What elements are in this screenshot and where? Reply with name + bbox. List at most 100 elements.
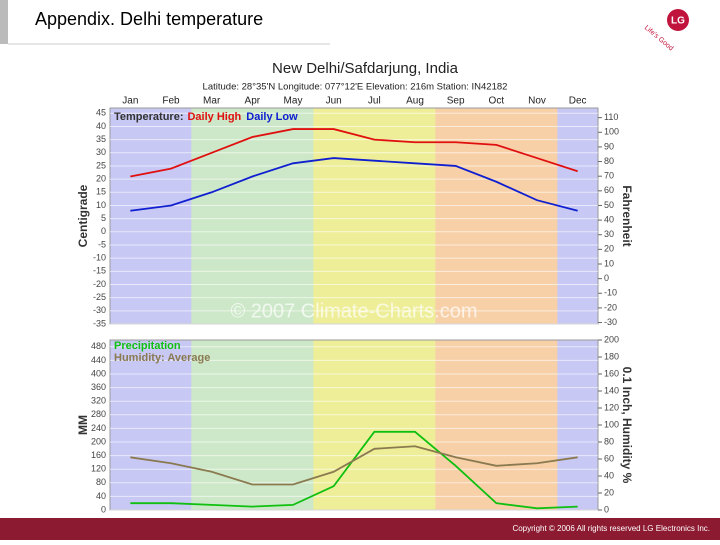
season-band [435, 340, 477, 510]
series-line [130, 430, 578, 510]
season-band [394, 108, 436, 324]
season-band [110, 340, 152, 510]
series-line [130, 128, 578, 178]
season-band [232, 340, 274, 510]
legend-entry: Daily High [187, 111, 241, 123]
y-tick-label: -25 [93, 292, 106, 302]
y2-tick-label: 100 [604, 419, 619, 429]
y-tick-label: 160 [91, 450, 106, 460]
y-tick-label: 5 [101, 213, 106, 223]
watermark: © 2007 Climate-Charts.com [230, 300, 477, 322]
slide-title: Appendix. Delhi temperature [35, 9, 263, 29]
y2-tick-label: 160 [604, 368, 619, 378]
season-band [191, 340, 233, 510]
y2-tick-label: -10 [604, 288, 617, 298]
y-tick-label: 120 [91, 464, 106, 474]
season-band [394, 340, 436, 510]
y-tick-label: 30 [96, 147, 106, 157]
y2-tick-label: 50 [604, 200, 614, 210]
figure-title: New Delhi/Safdarjung, India [272, 60, 459, 77]
y2-tick-label: -30 [604, 317, 617, 327]
y2-tick-label: 140 [604, 385, 619, 395]
figure-subtitle: Latitude: 28°35'N Longitude: 077°12'E El… [203, 82, 508, 93]
y-tick-label: -10 [93, 253, 106, 263]
x-tick-label: Jul [368, 96, 381, 107]
y-tick-label: 240 [91, 423, 106, 433]
y-tick-label: 35 [96, 134, 106, 144]
season-band [110, 108, 152, 324]
x-tick-label: Nov [528, 96, 546, 107]
y-tick-label: 360 [91, 382, 106, 392]
y2-tick-label: 40 [604, 470, 614, 480]
season-band [354, 108, 396, 324]
y2-tick-label: 90 [604, 141, 614, 151]
y2-tick-label: 80 [604, 156, 614, 166]
y2-tick-label: 40 [604, 214, 614, 224]
season-band [557, 340, 599, 510]
y-tick-label: 25 [96, 160, 106, 170]
x-tick-label: Sep [447, 96, 465, 107]
y2-tick-label: 60 [604, 185, 614, 195]
y2-tick-label: 120 [604, 402, 619, 412]
y-tick-label: 320 [91, 396, 106, 406]
y-tick-label: 10 [96, 200, 106, 210]
y-tick-label: -20 [93, 279, 106, 289]
y2-tick-label: -20 [604, 302, 617, 312]
y2-tick-label: 80 [604, 436, 614, 446]
y2-tick-label: 0 [604, 504, 609, 514]
y-axis-label: Centigrade [76, 184, 90, 247]
season-band [272, 108, 314, 324]
legend-title: Temperature: [114, 111, 183, 123]
logo-mark [667, 9, 689, 31]
season-band [516, 340, 558, 510]
y2-tick-label: 70 [604, 171, 614, 181]
y-tick-label: -35 [93, 318, 106, 328]
series-line [130, 445, 578, 486]
y2-tick-label: 20 [604, 487, 614, 497]
y-tick-label: 80 [96, 477, 106, 487]
season-band [191, 108, 233, 324]
x-tick-label: Aug [406, 96, 424, 107]
legend-entry: Daily Low [246, 111, 298, 123]
y-tick-label: 40 [96, 121, 106, 131]
legend-entry: Precipitation [114, 340, 181, 352]
y2-tick-label: 110 [604, 112, 618, 122]
y2-tick-label: 30 [604, 229, 614, 239]
y-tick-label: 0 [101, 504, 106, 514]
y-tick-label: 45 [96, 108, 106, 118]
season-band [313, 340, 355, 510]
y2-axis-label: 0.1 Inch, Humidity % [620, 367, 634, 484]
charts: 454035302520151050-5-10-15-20-25-30-3511… [76, 96, 634, 515]
y-tick-label: 440 [91, 355, 106, 365]
y2-tick-label: 20 [604, 244, 614, 254]
y-tick-label: -30 [93, 305, 106, 315]
y2-tick-label: 100 [604, 127, 619, 137]
season-band [150, 340, 192, 510]
season-band [476, 340, 518, 510]
season-band [150, 108, 192, 324]
y2-tick-label: 0 [604, 273, 609, 283]
y2-tick-label: 60 [604, 453, 614, 463]
x-tick-label: Jan [122, 96, 138, 107]
x-tick-label: Feb [162, 96, 180, 107]
y-tick-label: 480 [91, 341, 106, 351]
y2-tick-label: 200 [604, 334, 619, 344]
footer: Copyright © 2006 All rights reserved LG … [512, 524, 710, 533]
y2-axis-label: Fahrenheit [620, 185, 634, 246]
season-band [232, 108, 274, 324]
y-tick-label: 40 [96, 491, 106, 501]
x-tick-label: May [284, 96, 303, 107]
footer-bar [0, 518, 720, 540]
season-band [313, 108, 355, 324]
y-tick-label: -5 [98, 239, 106, 249]
y2-tick-label: 180 [604, 351, 619, 361]
y-tick-label: 200 [91, 436, 106, 446]
y-tick-label: 280 [91, 409, 106, 419]
x-tick-label: Mar [203, 96, 221, 107]
series-line [130, 157, 578, 212]
season-band [516, 108, 558, 324]
season-band [435, 108, 477, 324]
x-tick-label: Jun [326, 96, 342, 107]
